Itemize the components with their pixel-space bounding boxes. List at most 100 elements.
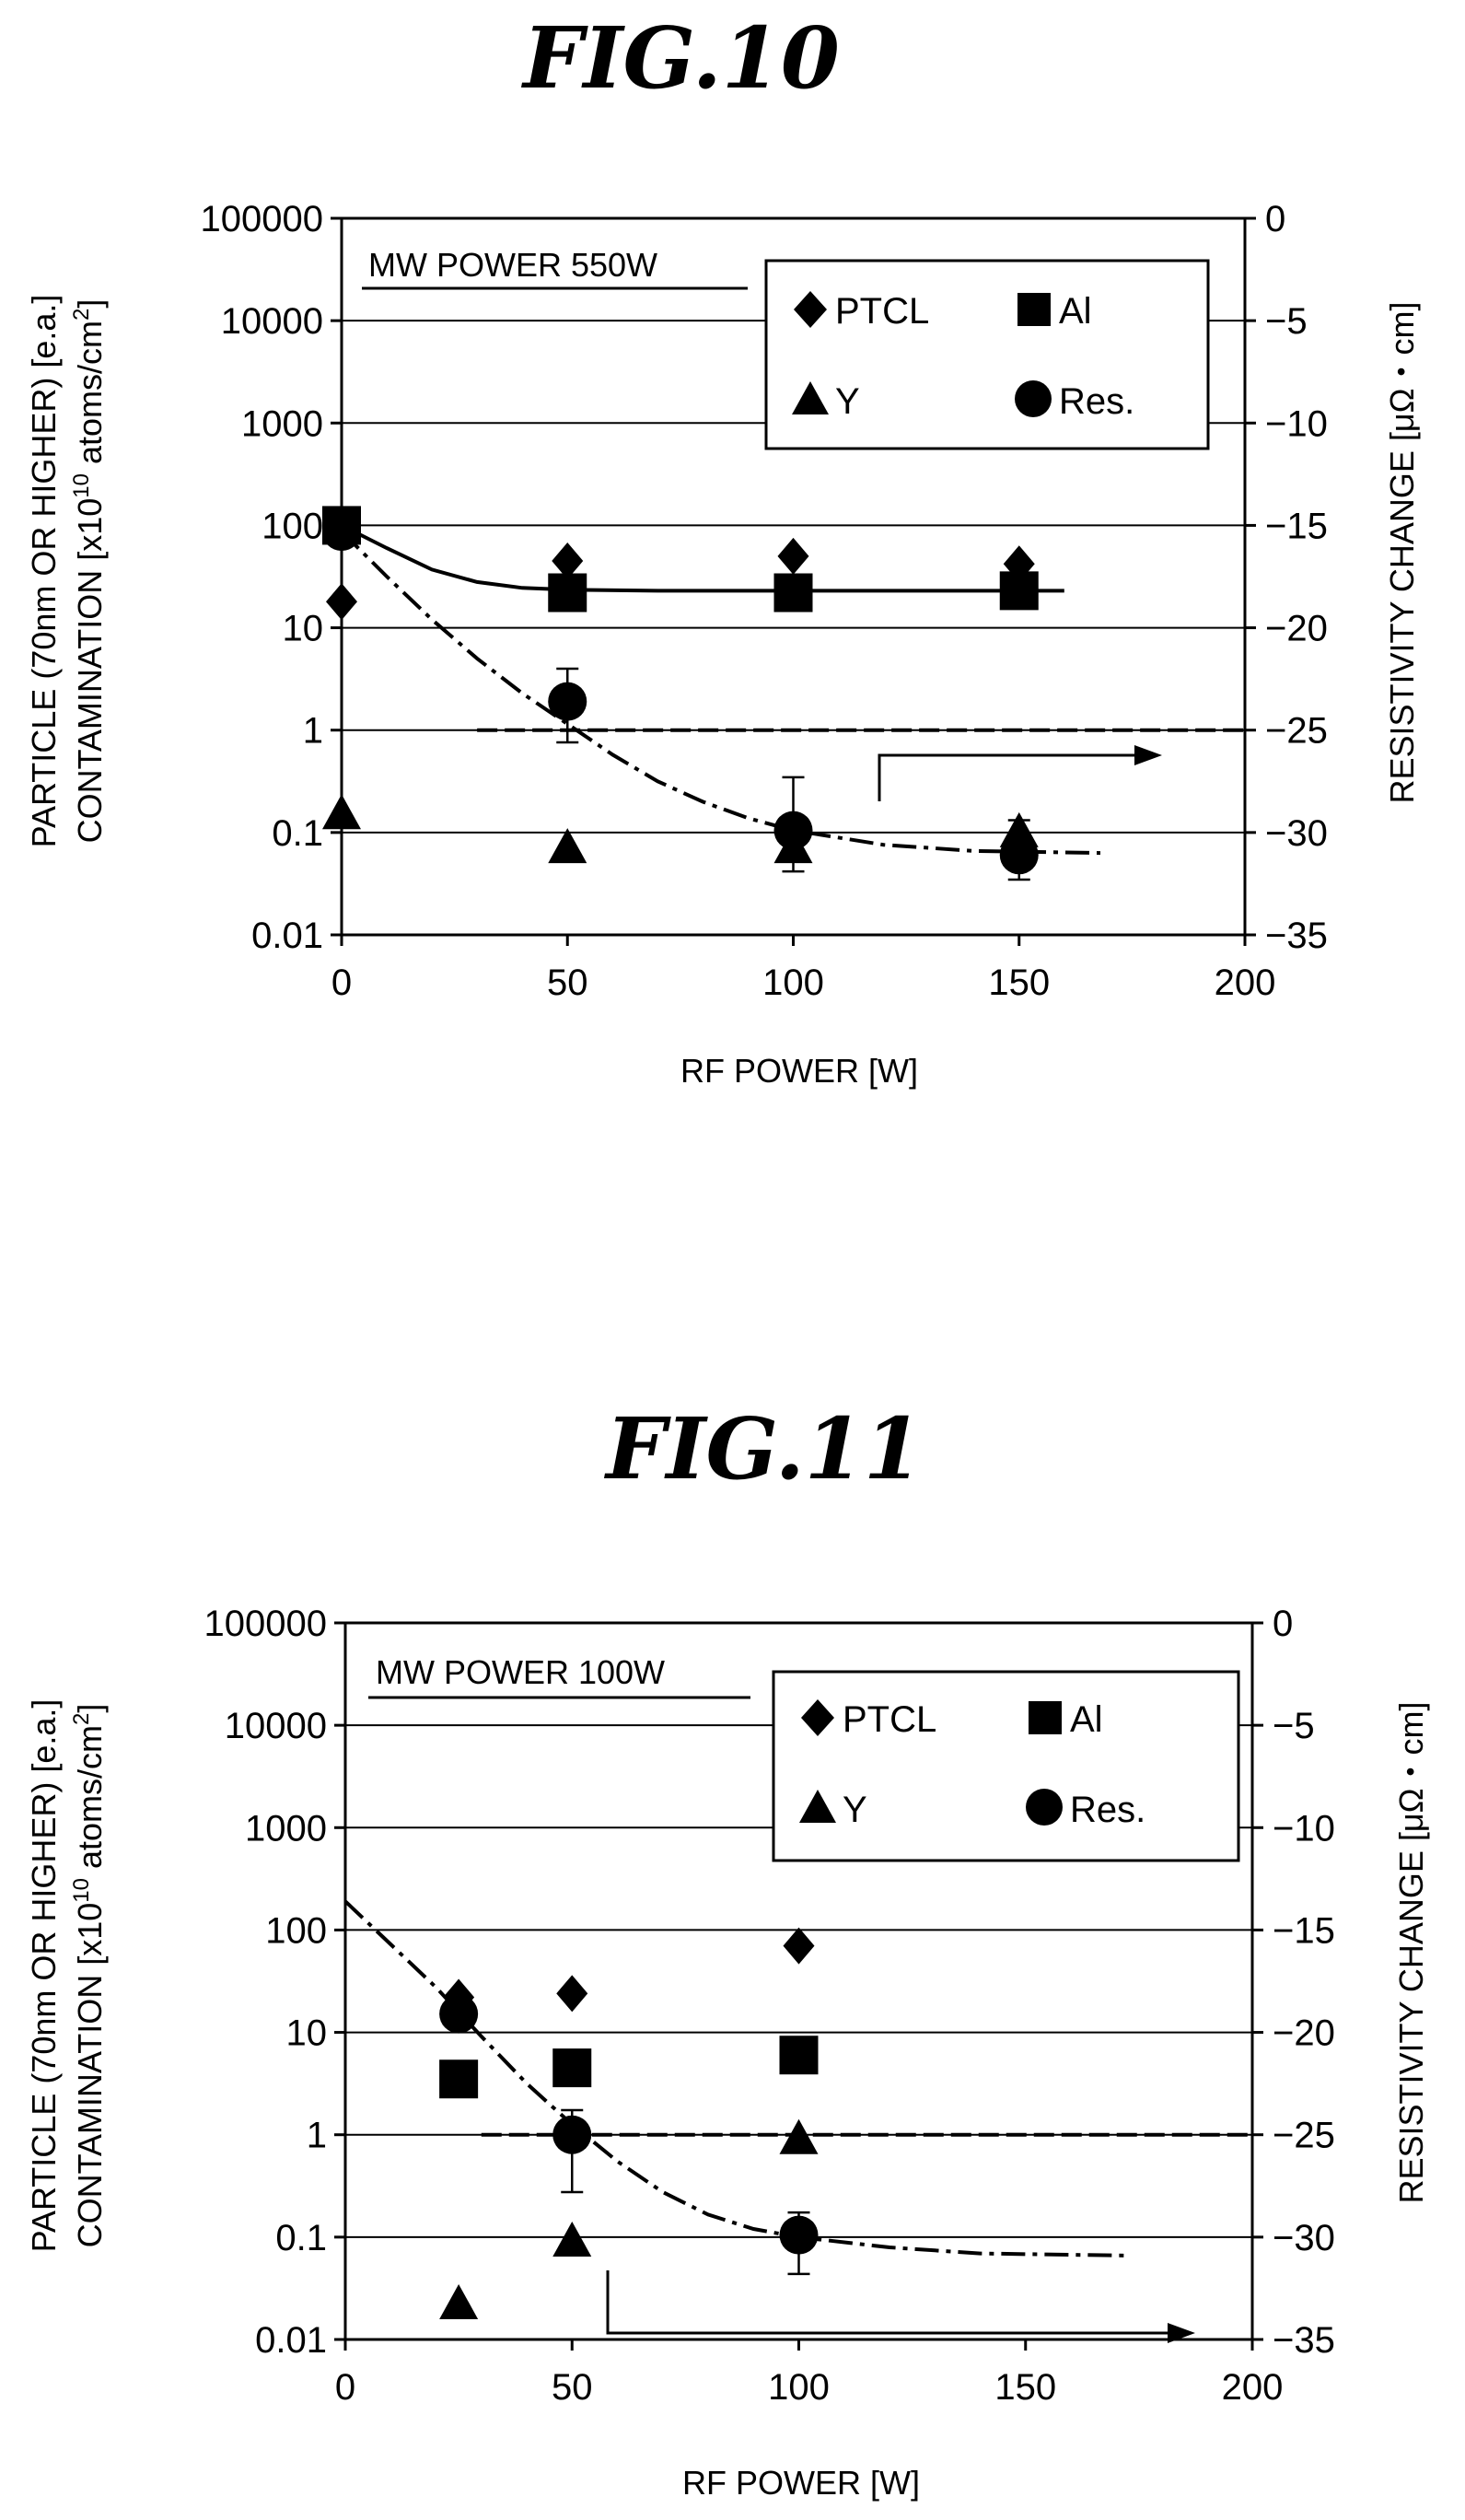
fit-curve-dash-dot [343, 1899, 1126, 2258]
fig11-y2label: RESISTIVITY CHANGE [μΩ・cm] [1392, 1701, 1430, 2203]
x-tick-label: 100 [768, 2367, 830, 2408]
x-tick-label: 50 [547, 962, 588, 1003]
fig11-y-tick-labels: 0.01 0.1 1 10 100 1000 10000 100000 [204, 1604, 327, 2361]
res-point [439, 1994, 479, 2034]
fig11-ylabel-line1: PARTICLE (70nm OR HIGHER) [e.a.] [25, 1699, 63, 2253]
al-point [548, 573, 587, 612]
ptcl-point [556, 1975, 588, 2012]
y2-tick-label: 0 [1273, 1604, 1293, 1644]
y2-tick-label: −20 [1265, 609, 1328, 649]
fig11-legend-res: Res. [1070, 1790, 1145, 1830]
al-point [439, 2059, 479, 2099]
y2-tick-label: −30 [1265, 813, 1328, 854]
res-point [773, 811, 813, 850]
fig11-plot-area [334, 1621, 1263, 2351]
fit-curve-solid [341, 523, 1064, 593]
y2-tick-label: −25 [1273, 2116, 1335, 2156]
fig10-legend-diamond-icon [794, 291, 827, 328]
fig10-legend-circle-icon [1015, 380, 1052, 417]
y-tick-label: 10000 [225, 1706, 327, 1746]
x-tick-label: 150 [994, 2367, 1056, 2408]
y-tick-label: 100 [265, 1910, 327, 1951]
y2-tick-label: −20 [1273, 2013, 1335, 2054]
fig10-legend-res: Res. [1059, 381, 1134, 422]
fig10-y-tick-labels: 0.01 0.1 1 10 100 1000 10000 100000 [201, 199, 323, 956]
fit-curve-dash-dot [340, 530, 1101, 856]
y2-tick-label: 0 [1265, 199, 1285, 239]
ptcl-point [777, 537, 809, 575]
y2-tick-label: −35 [1265, 916, 1328, 956]
res-point [548, 682, 587, 721]
fig10-y2-tick-labels: 0 −5 −10 −15 −20 −25 −30 −35 [1265, 199, 1328, 956]
fig11-legend-square-icon [1029, 1701, 1062, 1734]
x-tick-label: 200 [1215, 962, 1276, 1003]
x-tick-label: 100 [762, 962, 824, 1003]
y2-tick-label: −15 [1273, 1910, 1335, 1951]
fig10-legend-al: Al [1059, 291, 1092, 332]
fig10-right-axis-arrow-icon [878, 745, 1162, 801]
fig10-ylabel-line1: PARTICLE (70nm OR HIGHER) [e.a.] [25, 295, 63, 848]
y-point [548, 828, 587, 864]
fig10-legend-triangle-icon [792, 381, 829, 414]
x-tick-label: 0 [331, 962, 352, 1003]
x-tick-label: 0 [335, 2367, 355, 2408]
fig11-legend: PTCL Al Y Res. [772, 1670, 1240, 1862]
x-tick-label: 200 [1222, 2367, 1284, 2408]
y-point [322, 794, 361, 830]
y-point [779, 2118, 819, 2154]
y-tick-label: 1 [303, 711, 323, 752]
al-point [773, 573, 813, 612]
res-point [552, 2115, 592, 2154]
ptcl-point [326, 583, 357, 621]
fig10-legend-square-icon [1017, 293, 1051, 326]
fig11-legend-ptcl: PTCL [843, 1699, 936, 1740]
y-tick-label: 100 [262, 506, 323, 546]
fig11-legend-al: Al [1070, 1699, 1103, 1740]
fig10-legend-ptcl: PTCL [835, 291, 929, 332]
ptcl-point [783, 1927, 815, 1965]
ptcl-point [552, 542, 584, 579]
al-point [552, 2048, 592, 2088]
fig10-y2label: RESISTIVITY CHANGE [μΩ・cm] [1383, 301, 1421, 803]
fig10-xlabel: RF POWER [W] [680, 1052, 918, 1090]
fig10-mw-power-annotation: MW POWER 550W [368, 246, 657, 284]
y-point [552, 2221, 592, 2257]
fig11-legend-triangle-icon [799, 1790, 836, 1823]
al-point [999, 571, 1039, 611]
fig10-legend-y: Y [835, 381, 860, 422]
fig11-legend-box [772, 1670, 1240, 1862]
fig11-xlabel: RF POWER [W] [682, 2464, 920, 2502]
y-tick-label: 10000 [221, 301, 323, 342]
y-tick-label: 1000 [241, 403, 323, 444]
y-tick-label: 0.1 [275, 2218, 327, 2258]
y2-tick-label: −10 [1265, 403, 1328, 444]
fig11-title: FIG.11 [603, 1399, 923, 1499]
fig11-legend-y: Y [843, 1790, 867, 1830]
fig10-x-tick-labels: 0 50 100 150 200 [331, 962, 1276, 1003]
res-point [999, 835, 1039, 875]
fig11-legend-diamond-icon [801, 1699, 834, 1736]
fig11-x-tick-labels: 0 50 100 150 200 [335, 2367, 1284, 2408]
y2-tick-label: −15 [1265, 506, 1328, 546]
y-tick-label: 0.1 [272, 813, 323, 854]
y2-tick-label: −30 [1273, 2218, 1335, 2258]
y-tick-label: 1 [307, 2116, 327, 2156]
y-tick-label: 100000 [201, 199, 323, 239]
y-tick-label: 10 [283, 609, 324, 649]
al-point [779, 2036, 819, 2075]
y-tick-label: 0.01 [251, 916, 323, 956]
y2-tick-label: −10 [1273, 1808, 1335, 1849]
res-point [322, 512, 361, 552]
res-point [779, 2215, 819, 2255]
fig11-y2-tick-labels: 0 −5 −10 −15 −20 −25 −30 −35 [1273, 1604, 1335, 2361]
fig10-plot-area [322, 216, 1256, 946]
y2-tick-label: −5 [1273, 1706, 1315, 1746]
fig10-ylabel-line2: CONTAMINATION [x1010 atoms/cm2] [69, 299, 109, 844]
y2-tick-label: −25 [1265, 711, 1328, 752]
fig11-ylabel-line2: CONTAMINATION [x1010 atoms/cm2] [69, 1704, 109, 2248]
x-tick-label: 50 [552, 2367, 593, 2408]
y2-tick-label: −5 [1265, 301, 1308, 342]
